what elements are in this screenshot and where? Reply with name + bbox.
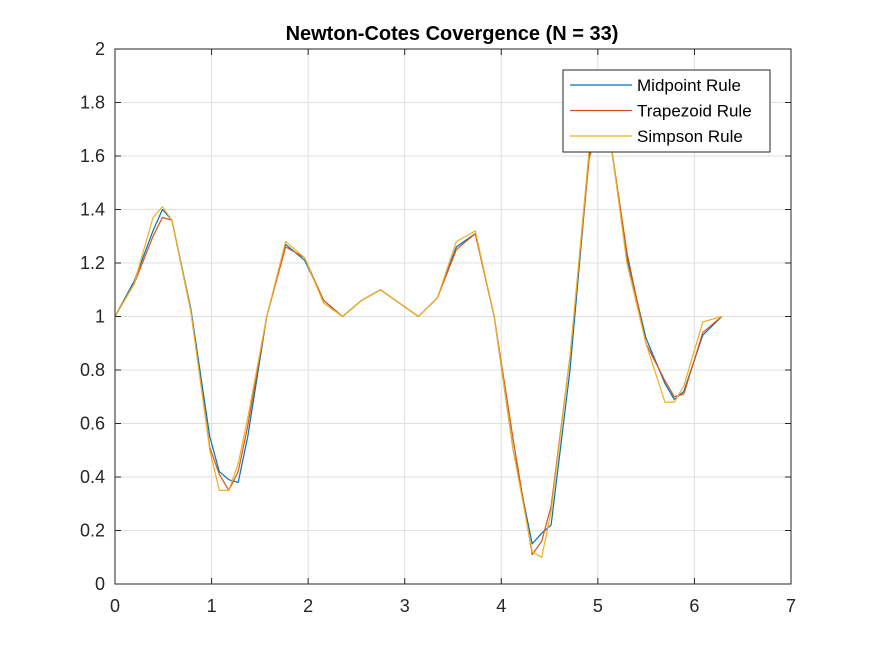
y-tick-label: 1.2 (80, 253, 105, 273)
y-tick-label: 0.2 (80, 521, 105, 541)
y-tick-label: 1 (95, 307, 105, 327)
y-tick-label: 1.4 (80, 200, 105, 220)
y-tick-label: 0.6 (80, 414, 105, 434)
series-line-simpson-rule (114, 120, 722, 558)
x-tick-label: 7 (786, 596, 796, 616)
x-tick-label: 0 (110, 596, 120, 616)
chart-title: Newton-Cotes Covergence (N = 33) (286, 23, 619, 45)
ticks (114, 48, 792, 585)
y-tick-label: 1.6 (80, 146, 105, 166)
series-layer (114, 120, 723, 558)
y-tick-label: 1.8 (80, 93, 105, 113)
tick-labels: 0 1 2 3 4 5 6 7 0 0.2 0.4 0.6 0.8 1 1.2 1.4 1.6 1.8 2 (80, 39, 796, 616)
x-tick-label: 3 (400, 596, 410, 616)
legend-label-trapezoid-rule: Trapezoid Rule (637, 102, 752, 121)
x-tick-label: 2 (303, 596, 313, 616)
y-tick-label: 0 (95, 574, 105, 594)
legend[interactable]: Midpoint Rule Trapezoid Rule Simpson Rule (562, 69, 771, 153)
y-tick-label: 0.4 (80, 467, 105, 487)
x-tick-label: 4 (496, 596, 506, 616)
x-tick-label: 5 (593, 596, 603, 616)
x-tick-label: 6 (689, 596, 699, 616)
legend-items: Midpoint Rule Trapezoid Rule Simpson Rule (570, 76, 752, 146)
y-tick-label: 0.8 (80, 360, 105, 380)
legend-label-simpson-rule: Simpson Rule (637, 127, 743, 146)
y-tick-label: 2 (95, 39, 105, 59)
legend-label-midpoint-rule: Midpoint Rule (637, 76, 741, 95)
x-tick-label: 1 (207, 596, 217, 616)
